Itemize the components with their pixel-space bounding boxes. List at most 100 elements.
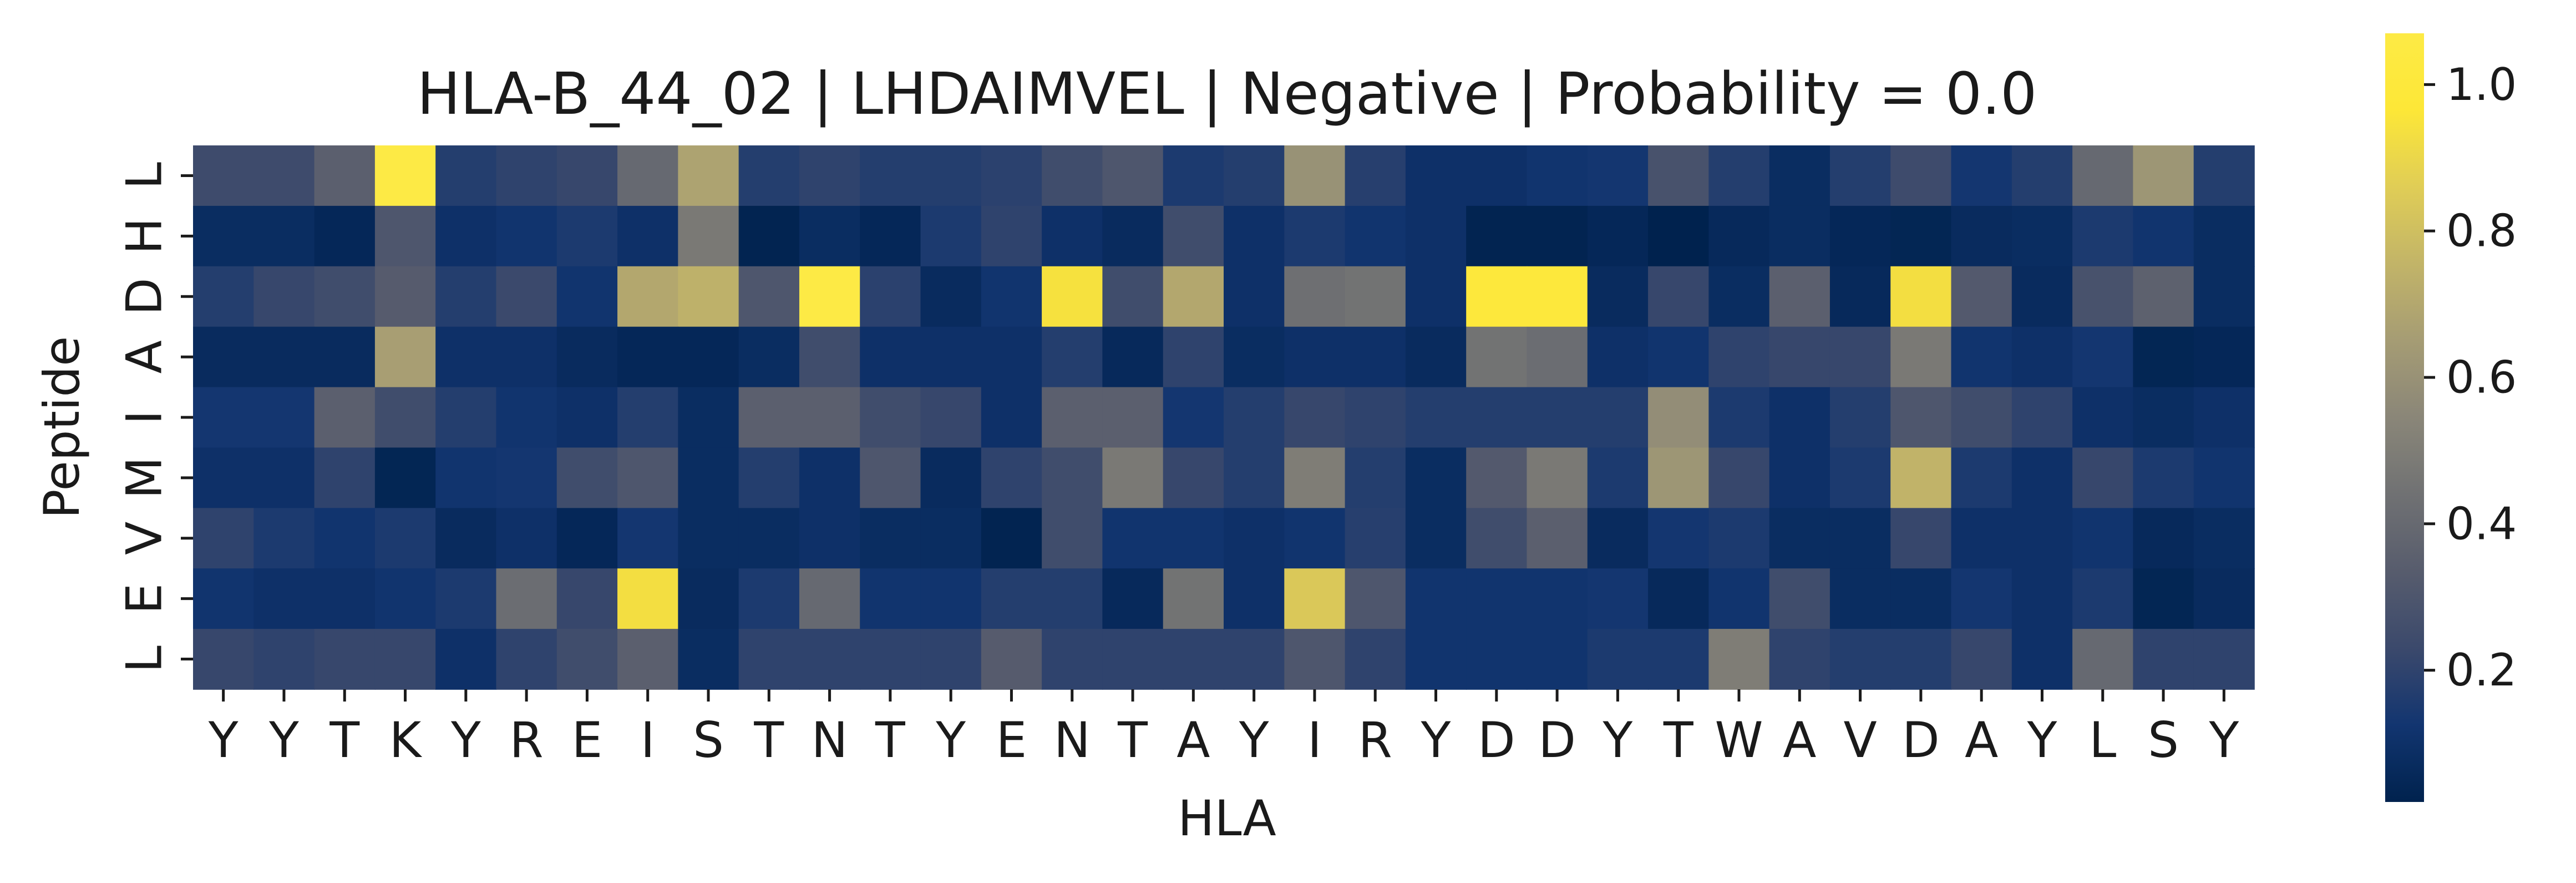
heatmap-cell bbox=[1163, 508, 1224, 569]
heatmap-cell bbox=[1224, 266, 1285, 327]
heatmap-cell bbox=[738, 629, 800, 690]
heatmap-cell bbox=[2011, 387, 2073, 448]
heatmap-cell bbox=[1527, 568, 1588, 629]
y-axis-label: Peptide bbox=[33, 336, 90, 519]
heatmap-cell bbox=[1466, 145, 1528, 206]
heatmap-cell bbox=[374, 326, 436, 388]
heatmap-cell bbox=[435, 387, 497, 448]
heatmap-cell bbox=[1163, 145, 1224, 206]
heatmap-cell bbox=[1405, 629, 1467, 690]
heatmap-cell bbox=[193, 629, 255, 690]
x-tick-label: T bbox=[1117, 712, 1148, 769]
heatmap-cell bbox=[1163, 568, 1224, 629]
heatmap-cell bbox=[556, 387, 618, 448]
heatmap-cell bbox=[799, 326, 861, 388]
heatmap-cell bbox=[1345, 447, 1406, 509]
heatmap-cell bbox=[1224, 508, 1285, 569]
heatmap-cell bbox=[1951, 568, 2012, 629]
heatmap-cell bbox=[193, 145, 255, 206]
heatmap-cell bbox=[617, 326, 679, 388]
heatmap-cell bbox=[799, 145, 861, 206]
x-tick-label: A bbox=[1783, 712, 1816, 769]
heatmap-cell bbox=[2193, 629, 2255, 690]
heatmap-cell bbox=[2133, 205, 2194, 267]
heatmap-cell bbox=[435, 205, 497, 267]
heatmap-cell bbox=[1042, 387, 1103, 448]
heatmap-cell bbox=[1890, 145, 1952, 206]
heatmap-cell bbox=[1405, 326, 1467, 388]
heatmap-cell bbox=[1587, 629, 1649, 690]
heatmap-cell bbox=[981, 629, 1042, 690]
heatmap-cell bbox=[860, 629, 921, 690]
heatmap-cell bbox=[1042, 629, 1103, 690]
heatmap-cell bbox=[1769, 508, 1830, 569]
heatmap-cell bbox=[2193, 145, 2255, 206]
heatmap-cell bbox=[1890, 629, 1952, 690]
heatmap-cell bbox=[253, 568, 315, 629]
heatmap-cell bbox=[1890, 387, 1952, 448]
x-tick-label: Y bbox=[2027, 712, 2057, 769]
heatmap-cell bbox=[1224, 205, 1285, 267]
heatmap-cell bbox=[678, 629, 739, 690]
heatmap-cell bbox=[799, 387, 861, 448]
heatmap-cell bbox=[1708, 387, 1770, 448]
heatmap-cell bbox=[1951, 266, 2012, 327]
x-tick-label: Y bbox=[450, 712, 481, 769]
colorbar-ticks: 0.2 0.4 0.6 0.8 1.0 bbox=[2424, 59, 2517, 696]
heatmap-cell bbox=[1345, 266, 1406, 327]
heatmap-cell bbox=[2133, 447, 2194, 509]
heatmap-cell bbox=[1951, 508, 2012, 569]
heatmap-cell bbox=[1890, 266, 1952, 327]
x-tick-label: L bbox=[2089, 712, 2116, 769]
heatmap-cell bbox=[738, 508, 800, 569]
heatmap-cell bbox=[1769, 387, 1830, 448]
heatmap-cell bbox=[1102, 629, 1164, 690]
heatmap-cell bbox=[1466, 568, 1528, 629]
heatmap-cell bbox=[920, 145, 982, 206]
heatmap-cell bbox=[1648, 629, 1710, 690]
y-tick-label: M bbox=[116, 457, 173, 499]
heatmap-cell bbox=[1284, 568, 1346, 629]
heatmap-cell bbox=[2072, 629, 2134, 690]
heatmap-cell bbox=[193, 205, 255, 267]
heatmap-cell bbox=[1951, 629, 2012, 690]
heatmap-cell bbox=[981, 205, 1042, 267]
heatmap-cell bbox=[1163, 387, 1224, 448]
heatmap-cell bbox=[1708, 326, 1770, 388]
heatmap-cell bbox=[1890, 205, 1952, 267]
heatmap-cell bbox=[374, 629, 436, 690]
heatmap-cell bbox=[314, 266, 376, 327]
heatmap-cell bbox=[2133, 326, 2194, 388]
heatmap-cell bbox=[860, 266, 921, 327]
heatmap-cell bbox=[617, 447, 679, 509]
heatmap-cell bbox=[2011, 568, 2073, 629]
heatmap-cell bbox=[981, 508, 1042, 569]
heatmap-cell bbox=[556, 205, 618, 267]
heatmap-cell bbox=[738, 568, 800, 629]
heatmap-cell bbox=[556, 629, 618, 690]
heatmap-cell bbox=[1829, 447, 1892, 509]
heatmap-cell bbox=[2193, 266, 2255, 327]
heatmap-cell bbox=[2011, 326, 2073, 388]
heatmap-cell bbox=[617, 205, 679, 267]
heatmap-cell bbox=[314, 387, 376, 448]
x-tick-label: Y bbox=[1603, 712, 1633, 769]
heatmap-cell bbox=[1708, 508, 1770, 569]
heatmap-cell bbox=[1042, 568, 1103, 629]
heatmap-cell bbox=[1102, 145, 1164, 206]
heatmap-cell bbox=[1042, 266, 1103, 327]
heatmap-cell bbox=[920, 629, 982, 690]
heatmap-cell bbox=[314, 447, 376, 509]
y-tick-label: L bbox=[116, 645, 173, 673]
heatmap-cell bbox=[1102, 568, 1164, 629]
heatmap-cell bbox=[1345, 508, 1406, 569]
x-tick-label: D bbox=[1902, 712, 1940, 769]
heatmap-cell bbox=[1466, 205, 1528, 267]
heatmap-cell bbox=[1345, 568, 1406, 629]
heatmap-cell bbox=[2133, 629, 2194, 690]
heatmap-cell bbox=[1527, 629, 1588, 690]
heatmap-cell bbox=[1648, 326, 1710, 388]
heatmap-cell bbox=[1951, 326, 2012, 388]
heatmap-cell bbox=[193, 568, 255, 629]
